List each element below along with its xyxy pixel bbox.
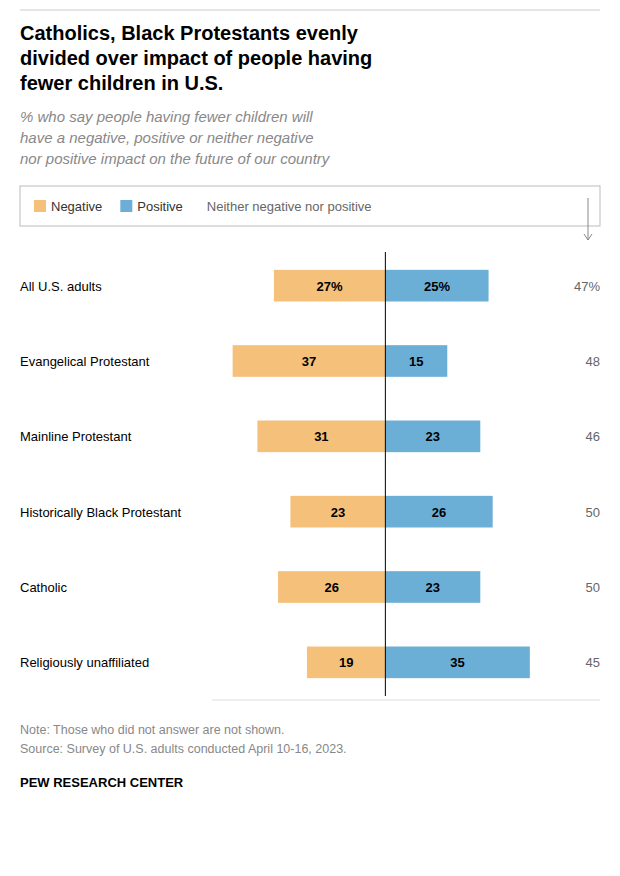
category-label: All U.S. adults — [20, 279, 102, 294]
data-label: 26 — [432, 505, 446, 520]
text-line: % who say people having fewer children w… — [20, 108, 313, 125]
bar-negative — [274, 270, 385, 302]
data-label: 31 — [314, 429, 328, 444]
labels: All U.S. adults 27% 25% 47% Evangelical Prot… — [20, 279, 600, 671]
legend-entry: Neither negative nor positive — [207, 199, 372, 214]
neither-label: 47% — [574, 279, 600, 294]
data-label: 26 — [324, 580, 338, 595]
top-rule — [20, 10, 600, 11]
title: Catholics, Black Protestants evenly divid… — [20, 22, 372, 94]
text-line: Note: Those who did not answer are not s… — [20, 723, 285, 737]
neither-label: 50 — [586, 505, 600, 520]
zero-line — [385, 252, 386, 696]
bar-negative — [257, 421, 385, 453]
data-label: 35 — [450, 655, 464, 670]
bar-positive — [385, 496, 492, 528]
bar-positive — [385, 571, 480, 603]
legend-frame — [20, 186, 600, 226]
category-label: Evangelical Protestant — [20, 354, 150, 369]
data-label: 27% — [317, 279, 343, 294]
category-label: Historically Black Protestant — [20, 505, 181, 520]
subtitle: % who say people having fewer children w… — [20, 108, 331, 167]
data-label: 23 — [426, 580, 440, 595]
category-label: Catholic — [20, 580, 67, 595]
data-label: 25% — [424, 279, 450, 294]
data-label: 15 — [409, 354, 423, 369]
data-label: 19 — [339, 655, 353, 670]
note: Note: Those who did not answer are not s… — [20, 723, 347, 756]
legend-entry: Positive — [137, 199, 183, 214]
text-line: have a negative, positive or neither neg… — [20, 129, 314, 146]
neither-label: 46 — [586, 429, 600, 444]
legend: Negative Positive Neither negative nor pos… — [20, 186, 600, 240]
bar-positive — [385, 345, 447, 377]
bars — [233, 270, 530, 678]
legend-entry: Negative — [51, 199, 102, 214]
neither-label: 48 — [586, 354, 600, 369]
category-label: Religiously unaffiliated — [20, 655, 149, 670]
background — [0, 0, 620, 876]
bar-negative — [233, 345, 386, 377]
legend-swatch — [120, 200, 132, 212]
chart: Catholics, Black Protestants evenly divid… — [0, 0, 620, 876]
bar-negative — [290, 496, 385, 528]
text-line: divided over impact of people having — [20, 47, 372, 69]
text-line: Catholics, Black Protestants evenly — [20, 22, 359, 44]
bar-positive — [385, 647, 529, 679]
bar-positive — [385, 421, 480, 453]
neither-label: 45 — [586, 655, 600, 670]
bar-negative — [307, 647, 385, 679]
text-line: fewer children in U.S. — [20, 72, 223, 94]
footer: PEW RESEARCH CENTER — [20, 775, 184, 790]
text-line: Source: Survey of U.S. adults conducted … — [20, 742, 347, 756]
data-label: 37 — [302, 354, 316, 369]
legend-arrow — [588, 198, 589, 240]
legend-arrow-head — [584, 234, 592, 240]
category-label: Mainline Protestant — [20, 429, 132, 444]
x-axis-line — [212, 700, 600, 701]
bar-negative — [278, 571, 385, 603]
data-label: 23 — [331, 505, 345, 520]
data-label: 23 — [426, 429, 440, 444]
bar-positive — [385, 270, 488, 302]
legend-swatch — [34, 200, 46, 212]
text-line: nor positive impact on the future of our… — [20, 150, 331, 167]
neither-label: 50 — [586, 580, 600, 595]
